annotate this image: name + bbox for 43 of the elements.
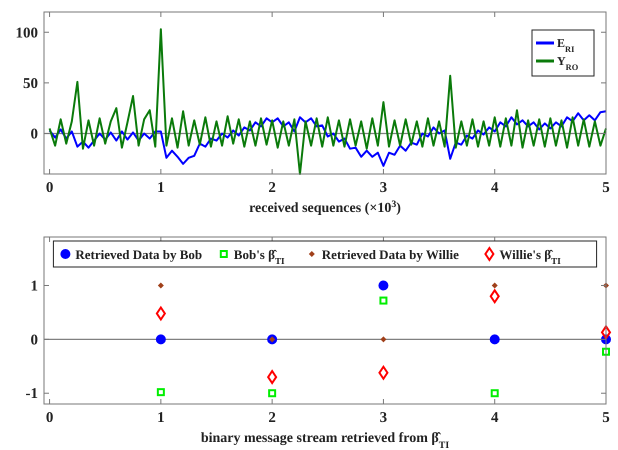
y-tick-label: -1 (26, 386, 38, 402)
point (490, 289, 500, 304)
x-tick-label: 4 (490, 410, 499, 426)
x-tick-label: 0 (46, 180, 54, 196)
legend-label: Retrieved Data by Bob (75, 247, 202, 262)
y-tick-label: 0 (30, 332, 38, 348)
x-tick-label: 1 (157, 180, 165, 196)
point (156, 306, 166, 320)
x-tick-label: 2 (268, 180, 276, 196)
point (156, 334, 166, 344)
y-tick-label: 1 (30, 278, 38, 294)
point (379, 296, 388, 305)
legend-label: Bob's β̂$_{TI}$ (234, 247, 286, 266)
point (268, 389, 276, 398)
legend-label: Retrieved Data by Willie (322, 247, 460, 262)
line-series (48, 110, 607, 167)
x-axis-title: binary message stream retrieved from β̂$_{TI}$ (200, 431, 450, 450)
line-series (48, 28, 607, 175)
point (378, 366, 388, 380)
point (602, 348, 610, 356)
y-tick-label: 100 (16, 25, 38, 42)
point (378, 280, 388, 290)
point (267, 370, 278, 384)
x-tick-label: 0 (46, 410, 54, 426)
x-tick-label: 5 (602, 410, 610, 426)
x-tick-label: 3 (380, 410, 388, 426)
y-tick-label: 50 (23, 76, 38, 92)
legend-label: Willie's β̂$_{TI}$ (499, 247, 562, 266)
y-tick-label: 0 (30, 126, 38, 142)
point (380, 336, 386, 342)
x-tick-label: 3 (380, 180, 388, 196)
point (490, 389, 499, 398)
point (156, 388, 165, 396)
x-axis-title: received sequences (×10$^{3}$) (249, 198, 402, 216)
x-tick-label: 1 (157, 410, 165, 426)
x-tick-label: 5 (602, 180, 610, 196)
legend-label: Y$_{RO}$ (557, 54, 579, 72)
point (492, 282, 498, 288)
legend-label: E$_{RI}$ (557, 36, 574, 54)
point (158, 282, 164, 288)
x-tick-label: 4 (490, 180, 499, 196)
x-tick-label: 2 (268, 410, 276, 426)
point (490, 334, 500, 344)
